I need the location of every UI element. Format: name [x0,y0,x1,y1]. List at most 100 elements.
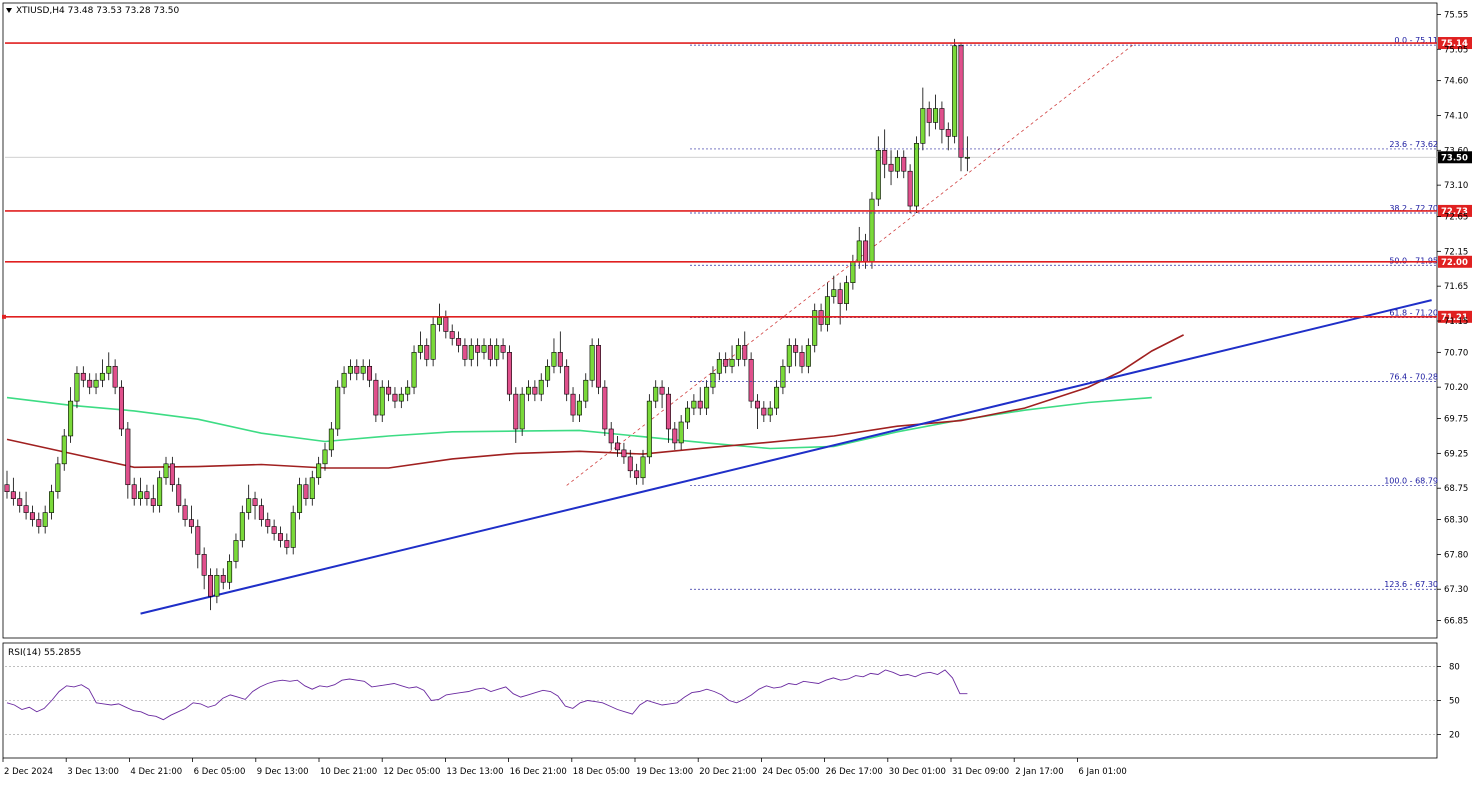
candle [379,380,385,423]
candle-body [723,359,729,367]
candle-body [74,372,80,402]
candle [672,422,678,450]
candle-body [576,400,582,416]
candle-body [328,428,334,451]
candle [557,331,563,374]
candle [258,498,264,527]
candle-body [844,282,850,304]
fib-level-label: 50.0 - 71.95 [1389,256,1438,265]
candle [360,359,366,381]
candle-body [487,345,493,360]
candle-body [506,352,512,395]
candle [246,484,252,520]
candle [506,345,512,402]
candle-body [678,421,684,444]
time-tick-label: 10 Dec 21:00 [320,767,377,777]
candle-body [49,491,55,513]
candle-body [10,491,16,499]
candle-body [735,345,741,360]
candle [627,449,633,478]
candle-body [805,345,811,367]
candle-body [68,400,74,437]
candle-body [106,365,112,374]
candle [767,401,773,423]
candle-body [462,345,468,360]
candle [347,359,353,381]
candle [468,338,474,367]
candle [564,359,570,402]
price-tick-label: 69.25 [1444,449,1468,459]
candle-body [551,352,557,367]
candle [920,87,926,151]
candle-body [449,331,455,339]
main-pane-frame [2,2,1438,639]
time-tick-label: 26 Dec 17:00 [826,767,883,777]
candle-body [284,540,290,548]
candle [735,338,741,367]
candle-body [513,393,519,430]
candle [411,345,417,395]
candle-body [214,574,220,597]
price-tick-label: 73.60 [1444,146,1468,156]
candle [869,192,875,269]
candle [583,373,589,409]
candle [526,380,532,402]
candle [678,415,684,450]
candle-body [494,345,500,360]
candle [799,345,805,374]
candle-body [793,345,799,353]
candle-body [131,484,137,499]
candle-body [621,449,627,458]
candle [106,352,112,381]
candle-body [252,498,258,506]
candle-body [341,372,347,388]
candle [964,136,970,172]
dropdown-icon[interactable] [6,8,12,13]
candle-body [926,108,932,123]
candle-body [80,372,86,381]
price-tick-label: 72.65 [1444,212,1468,222]
candle-body [653,386,659,402]
candle-body [227,561,233,583]
price-tick-label: 70.20 [1444,383,1468,393]
candle-body [964,156,970,159]
candle-body [208,574,214,597]
candle-body [239,512,245,541]
candle-body [933,108,939,123]
candle-body [398,393,404,402]
level-price-tag [1438,37,1472,50]
time-tick-label: 13 Dec 13:00 [446,767,503,777]
candle-body [704,386,710,409]
candle-body [812,310,818,346]
candle-body [952,45,958,137]
candle [367,359,373,388]
time-tick-label: 2 Jan 17:00 [1015,767,1063,777]
candle-body [615,442,621,451]
candle [297,477,303,520]
time-tick-label: 4 Dec 21:00 [130,767,182,777]
candle [621,442,627,464]
candle-body [456,338,462,346]
candle-body [201,554,207,576]
candle-body [112,365,118,388]
fib-level-label: 123.6 - 67.30 [1384,580,1438,589]
candle [17,491,23,513]
candle-body [360,365,366,374]
candle [150,484,156,513]
time-tick-label: 2 Dec 2024 [4,767,53,777]
rsi-label: RSI(14) 55.2855 [8,648,81,658]
candle [793,338,799,367]
candle-body [901,156,907,172]
candle [23,491,29,520]
candle [93,373,99,395]
candle-body [754,400,760,409]
candle [704,380,710,416]
candle-body [417,345,423,353]
candle-body [297,484,303,513]
candle-body [182,505,188,520]
candle-body [347,365,353,374]
candle [729,345,735,374]
candle-body [958,45,964,158]
time-tick-label: 31 Dec 09:00 [952,767,1009,777]
candle [481,338,487,360]
